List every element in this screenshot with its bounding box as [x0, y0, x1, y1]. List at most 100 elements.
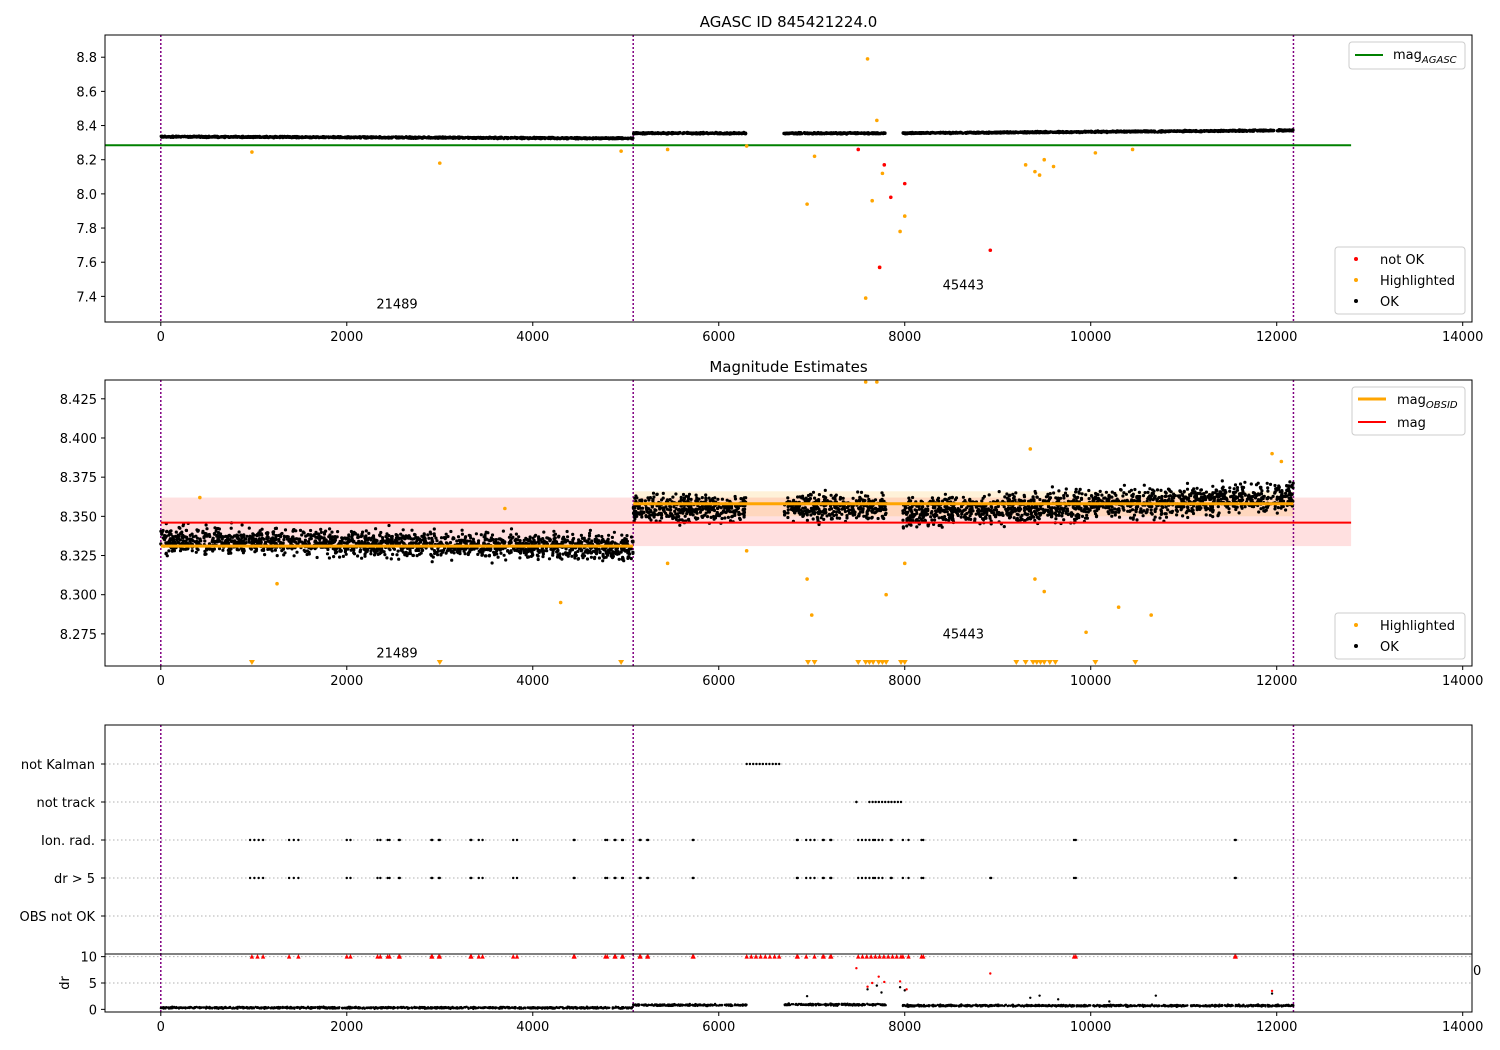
ok-point: [397, 557, 401, 561]
ok-point: [211, 536, 215, 540]
ok-point: [259, 135, 263, 139]
ok-point: [447, 135, 451, 140]
ok-point: [546, 536, 550, 540]
ok-point: [674, 492, 678, 496]
ok-point: [513, 135, 517, 139]
ok-point: [517, 541, 521, 545]
ok-point: [356, 554, 360, 558]
ok-point: [478, 135, 483, 139]
ok-point: [506, 549, 510, 553]
ok-point: [1166, 129, 1170, 133]
ok-point: [601, 136, 605, 140]
ok-point: [601, 552, 605, 557]
y-tick-label: 8.4: [76, 120, 97, 135]
ok-point: [586, 549, 590, 553]
ok-point: [870, 131, 874, 135]
ok-point: [514, 532, 519, 536]
ok-point: [1290, 129, 1294, 133]
ok-point: [1241, 129, 1246, 133]
ok-point: [584, 136, 588, 140]
ok-point: [471, 537, 475, 541]
ok-point: [449, 549, 453, 553]
ok-point: [1237, 128, 1241, 132]
ok-point: [175, 134, 179, 138]
ok-point: [537, 550, 541, 555]
ok-point: [587, 537, 591, 541]
ok-point: [468, 534, 472, 538]
ok-point: [621, 136, 625, 141]
obsid-label: 45443: [943, 279, 984, 294]
ok-point: [593, 555, 597, 559]
ok-point: [419, 551, 423, 555]
ok-point: [394, 539, 399, 543]
ok-point: [391, 552, 395, 557]
ok-point: [456, 135, 460, 139]
ok-point: [163, 134, 167, 139]
ok-point: [1150, 130, 1154, 134]
ok-point: [188, 537, 192, 541]
ok-point: [625, 137, 630, 141]
ok-point: [369, 549, 373, 553]
ok-point: [441, 550, 445, 554]
ok-point: [633, 131, 637, 135]
ok-point: [292, 554, 296, 558]
ok-point: [328, 527, 332, 531]
ok-point: [846, 131, 850, 135]
highlighted-point: [812, 154, 817, 159]
ok-point: [565, 529, 569, 534]
ok-point: [582, 536, 586, 540]
ok-point: [536, 557, 540, 562]
obsid-label: 21489: [376, 297, 417, 312]
ok-point: [285, 535, 289, 539]
ok-point: [973, 131, 977, 135]
ok-point: [716, 497, 720, 501]
ok-point: [610, 535, 615, 540]
ok-point: [428, 530, 432, 534]
ok-point: [422, 135, 426, 139]
ok-point: [221, 548, 225, 552]
ok-point: [865, 131, 869, 135]
ok-point: [667, 131, 671, 135]
ok-point: [237, 135, 241, 139]
ok-point: [313, 135, 317, 139]
ok-point: [272, 537, 276, 542]
ok-point: [237, 530, 241, 534]
ok-point: [695, 511, 699, 515]
ok-point: [446, 534, 450, 539]
x-tick-label: 4000: [516, 330, 549, 345]
ok-point: [319, 527, 323, 532]
ok-point: [411, 553, 415, 558]
ok-point: [624, 538, 628, 542]
ok-point: [601, 547, 605, 551]
ok-point: [314, 530, 318, 534]
ok-point: [287, 539, 291, 543]
ok-point: [291, 529, 295, 533]
ok-point: [1083, 130, 1087, 134]
ok-point: [472, 540, 476, 544]
ok-point: [843, 131, 847, 135]
x-tick-label: 0: [157, 330, 165, 345]
ok-point: [740, 132, 744, 136]
ok-point: [410, 528, 414, 532]
ok-point: [1252, 128, 1256, 132]
highlighted-point: [437, 161, 442, 165]
ok-point: [527, 539, 531, 543]
ok-point: [534, 533, 538, 537]
ok-point: [597, 534, 601, 538]
not-ok-point: [856, 147, 861, 152]
ok-point: [551, 551, 555, 555]
ok-point: [412, 135, 416, 139]
chart-title: Magnitude Estimates: [709, 358, 867, 376]
y-tick-label: 8.2: [76, 154, 97, 169]
ok-point: [680, 510, 684, 514]
ok-point: [480, 552, 484, 556]
ok-point: [369, 552, 373, 556]
legend-marker: [1354, 257, 1358, 261]
ok-point: [474, 136, 479, 140]
ok-point: [629, 535, 634, 539]
ok-point: [1089, 130, 1093, 134]
ok-point: [552, 529, 556, 533]
ok-point: [709, 131, 713, 135]
ok-point: [163, 536, 167, 540]
ok-point: [625, 534, 629, 538]
